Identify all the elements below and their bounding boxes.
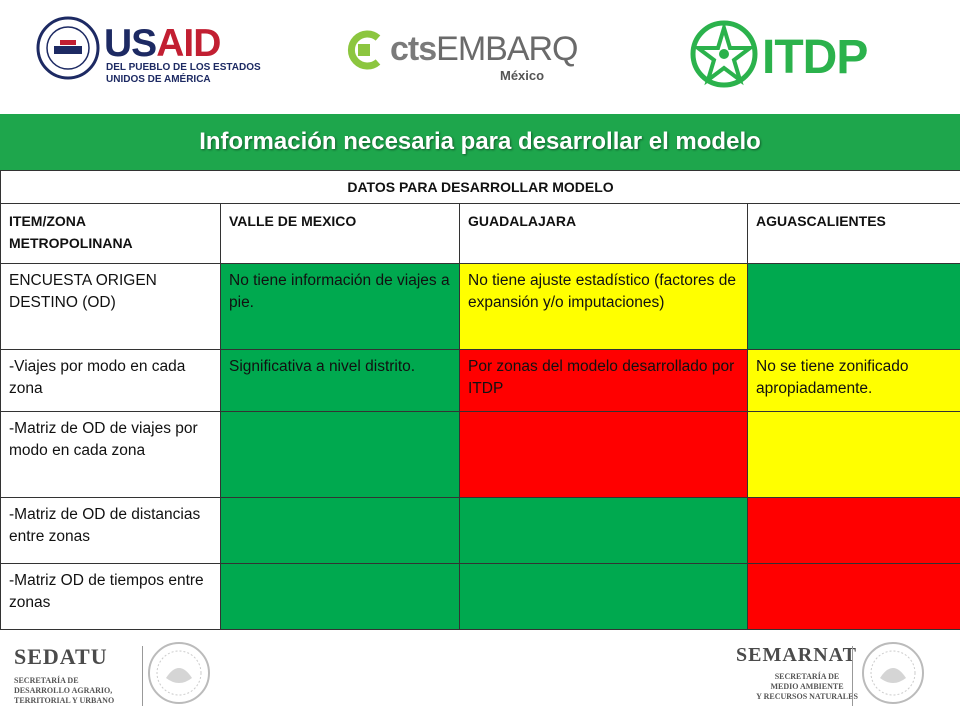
- status-cell: No se tiene zonificado apropiadamente.: [746, 349, 960, 412]
- usaid-logo: USAID DEL PUEBLO DE LOS ESTADOS UNIDOS D…: [36, 14, 261, 86]
- status-cell: No tiene información de viajes a pie.: [220, 263, 460, 350]
- status-cell: [746, 263, 960, 350]
- sedatu-wordmark: SEDATU: [14, 644, 108, 669]
- table-caption-row: DATOS PARA DESARROLLAR MODELO: [0, 170, 960, 204]
- table-row: ENCUESTA ORIGEN DESTINO (OD) No tiene in…: [0, 263, 960, 350]
- divider: [852, 646, 853, 706]
- status-cell: [220, 411, 460, 498]
- table-row: -Matriz de OD de distancias entre zonas: [0, 497, 960, 564]
- model-data-table: DATOS PARA DESARROLLAR MODELO ITEM/ZONA …: [0, 170, 960, 630]
- table-caption: DATOS PARA DESARROLLAR MODELO: [0, 170, 960, 204]
- status-cell: [746, 497, 960, 564]
- itdp-wordmark: ITDP: [762, 31, 868, 84]
- status-cell: No tiene ajuste estadístico (factores de…: [459, 263, 748, 350]
- semarnat-logo: SEMARNAT SECRETARÍA DE MEDIO AMBIENTE Y …: [730, 640, 950, 716]
- status-cell: [459, 497, 748, 564]
- semarnat-wordmark: SEMARNAT: [736, 644, 857, 666]
- row-label: -Matriz OD de tiempos entre zonas: [0, 563, 221, 630]
- sedatu-subtitle: SECRETARÍA DE DESARROLLO AGRARIO, TERRIT…: [14, 676, 115, 705]
- usaid-subtitle: DEL PUEBLO DE LOS ESTADOS UNIDOS DE AMÉR…: [106, 62, 261, 85]
- semarnat-subtitle: SECRETARÍA DE MEDIO AMBIENTE Y RECURSOS …: [756, 672, 858, 701]
- cts-wordmark: ctsEMBARQ: [390, 30, 579, 68]
- table-row: -Matriz OD de tiempos entre zonas: [0, 563, 960, 630]
- header-item-zona: ITEM/ZONA METROPOLINANA: [0, 203, 221, 264]
- status-cell: Significativa a nivel distrito.: [220, 349, 460, 412]
- mexico-coat-of-arms-icon: [862, 642, 924, 704]
- status-cell: [746, 563, 960, 630]
- header-valle-de-mexico: VALLE DE MEXICO: [220, 203, 460, 264]
- row-label: -Matriz de OD de distancias entre zonas: [0, 497, 221, 564]
- row-label: ENCUESTA ORIGEN DESTINO (OD): [0, 263, 221, 350]
- usaid-seal-icon: [36, 16, 100, 80]
- itdp-star-icon: [690, 20, 758, 88]
- cts-subtitle: México: [500, 68, 545, 83]
- table-row: -Viajes por modo en cada zona Significat…: [0, 349, 960, 412]
- status-cell: [459, 411, 748, 498]
- status-cell: [220, 497, 460, 564]
- status-cell: [746, 411, 960, 498]
- row-label: -Matriz de OD de viajes por modo en cada…: [0, 411, 221, 498]
- cts-mark-icon: [347, 30, 381, 70]
- table-row: -Matriz de OD de viajes por modo en cada…: [0, 411, 960, 498]
- status-cell: Por zonas del modelo desarrollado por IT…: [459, 349, 748, 412]
- status-cell: [459, 563, 748, 630]
- status-cell: [220, 563, 460, 630]
- sedatu-logo: SEDATU SECRETARÍA DE DESARROLLO AGRARIO,…: [14, 640, 234, 716]
- usaid-wordmark: USAID: [104, 22, 221, 65]
- header-aguascalientes: AGUASCALIENTES: [746, 203, 960, 264]
- cts-embarq-logo: ctsEMBARQ México: [344, 24, 579, 84]
- title-banner: Información necesaria para desarrollar e…: [0, 114, 960, 170]
- page-title: Información necesaria para desarrollar e…: [199, 128, 761, 155]
- table-header-row: ITEM/ZONA METROPOLINANA VALLE DE MEXICO …: [0, 203, 960, 264]
- row-label: -Viajes por modo en cada zona: [0, 349, 221, 412]
- divider: [142, 646, 143, 706]
- mexico-coat-of-arms-icon: [148, 642, 210, 704]
- itdp-logo: ITDP: [690, 18, 890, 88]
- header-guadalajara: GUADALAJARA: [459, 203, 748, 264]
